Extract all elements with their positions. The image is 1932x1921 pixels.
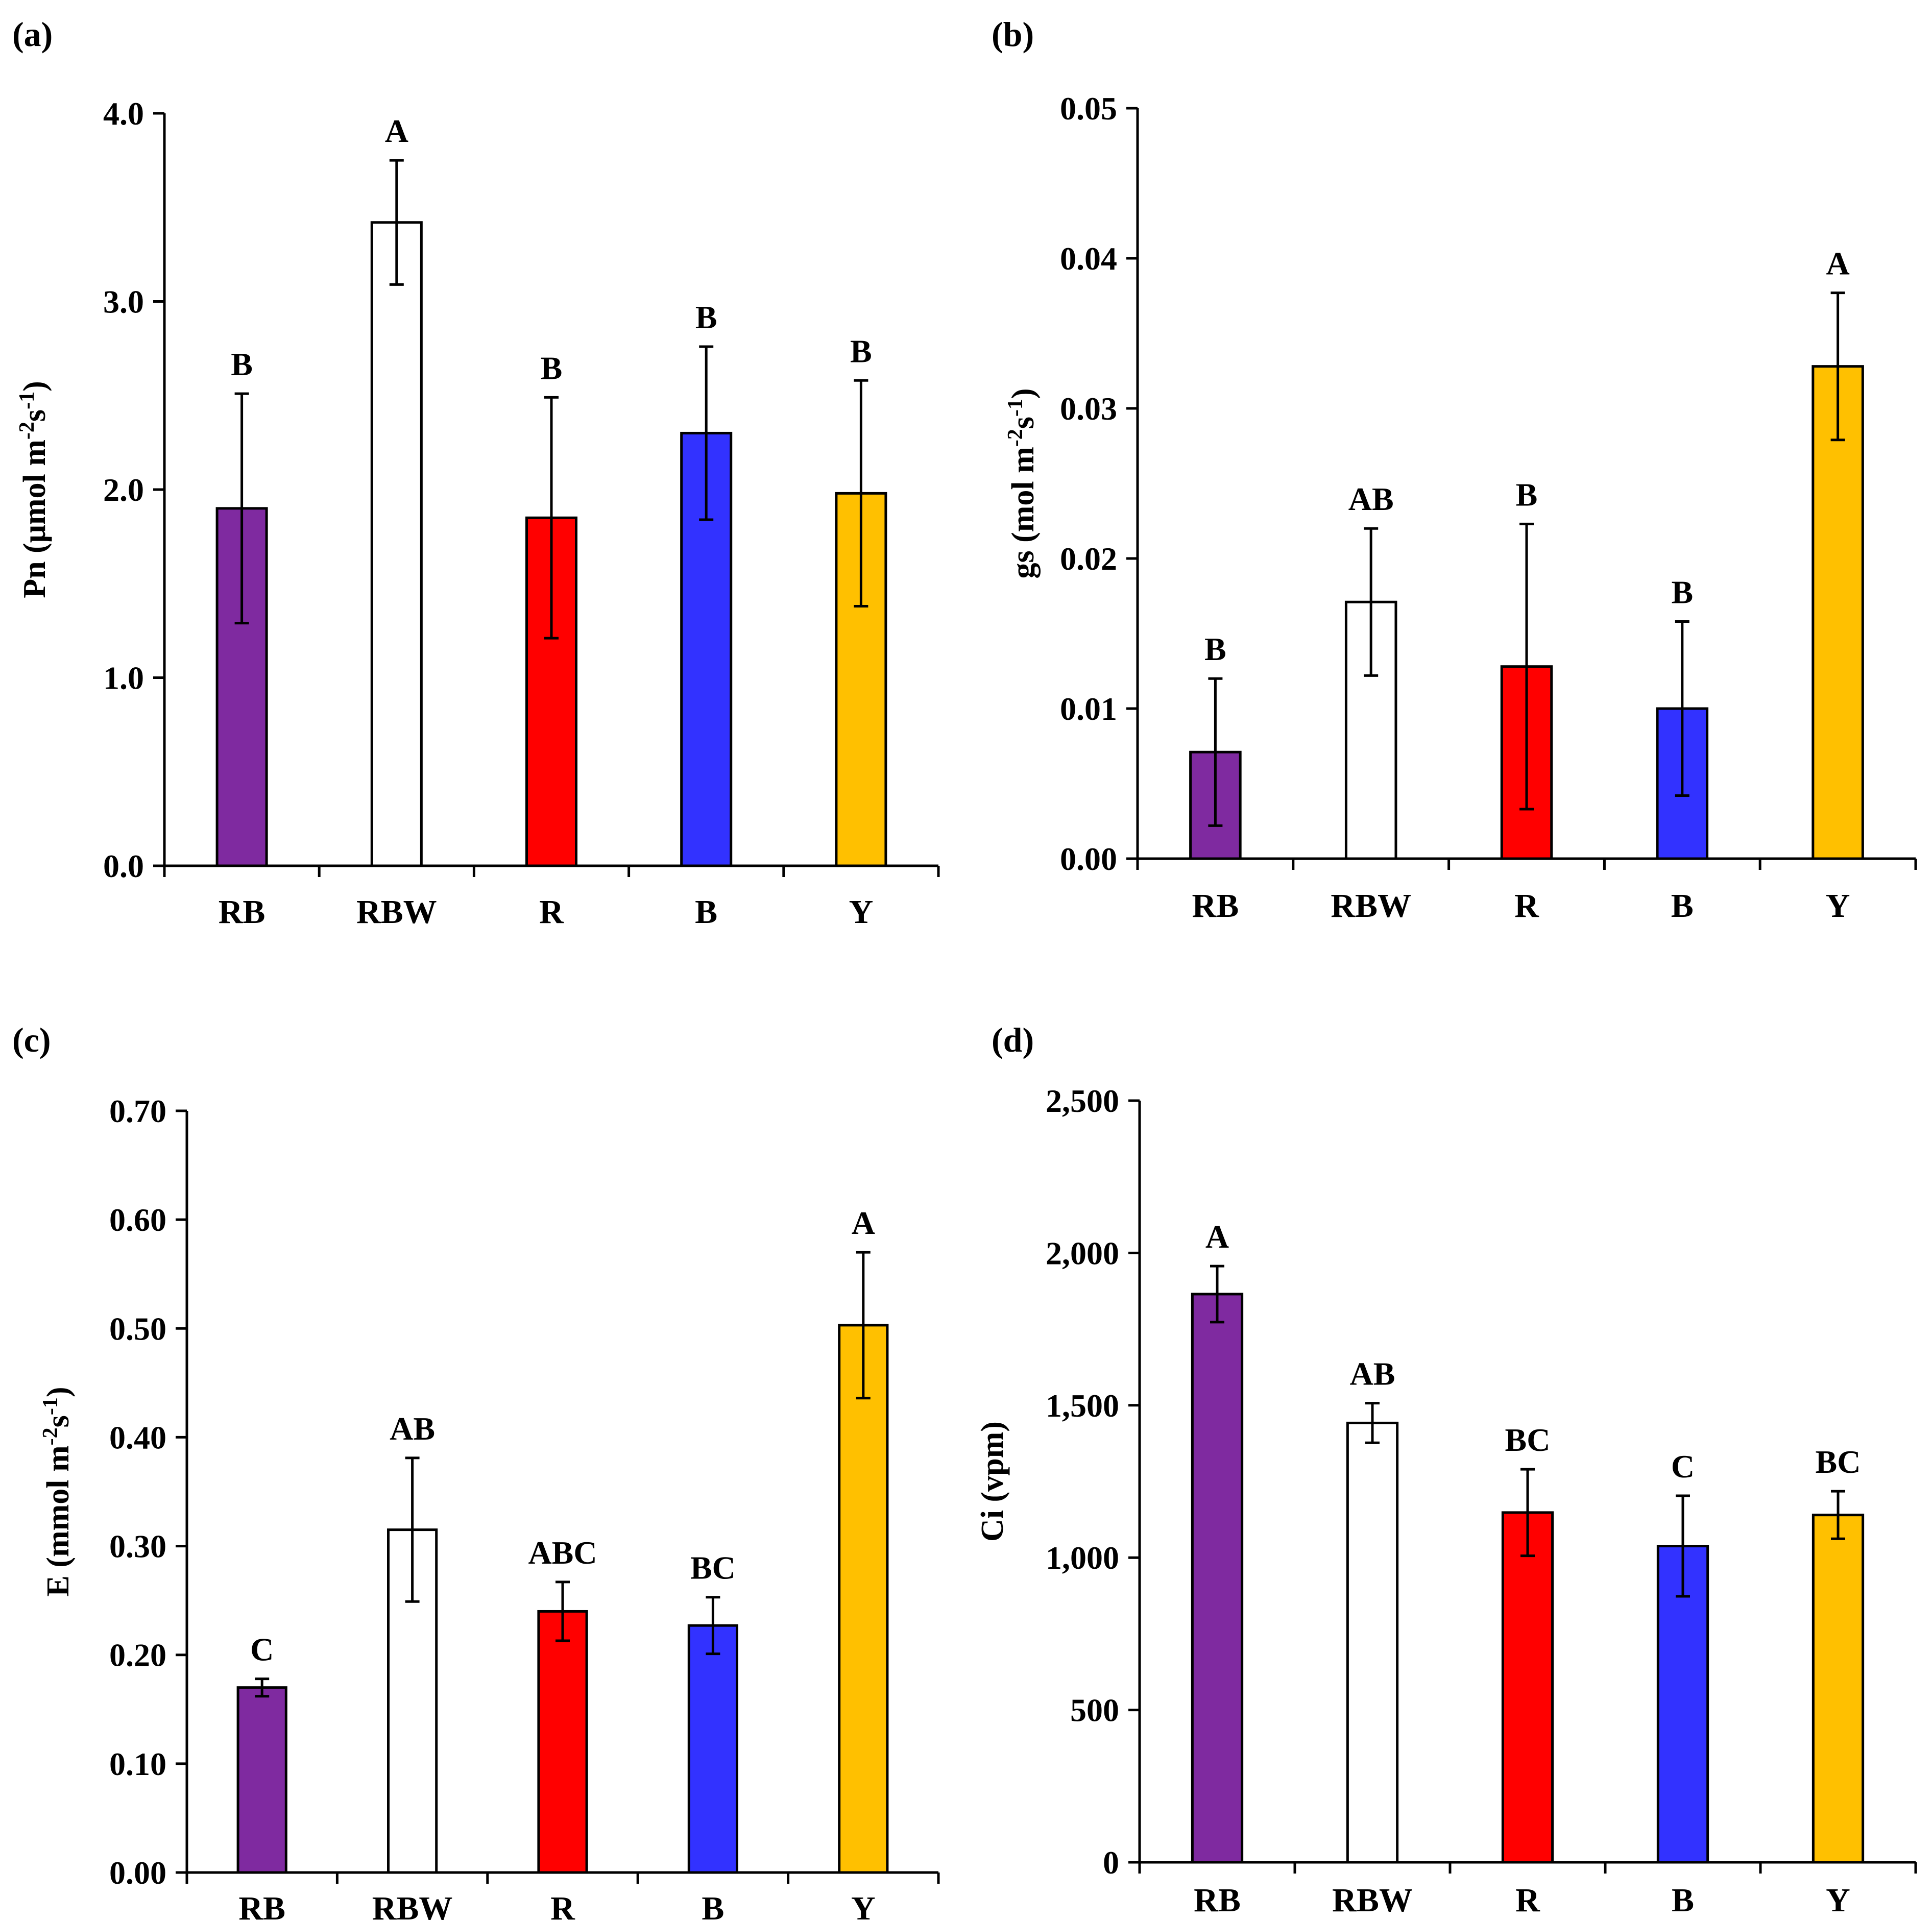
panel-label: (d)	[992, 1020, 1034, 1059]
y-tick-label: 0.02	[1060, 541, 1117, 577]
bar-b	[687, 1624, 739, 1874]
significance-letter: B	[1516, 476, 1538, 513]
panel-label: (c)	[12, 1020, 51, 1059]
significance-letter: C	[250, 1632, 274, 1668]
y-tick-label: 1.0	[103, 660, 144, 696]
x-category-label: RB	[1192, 887, 1239, 925]
significance-letter: AB	[1350, 1356, 1395, 1392]
y-tick-label: 1,000	[1046, 1540, 1119, 1576]
y-tick-label: 1,500	[1046, 1388, 1119, 1424]
significance-letter: A	[1205, 1219, 1229, 1255]
significance-letter: AB	[1348, 481, 1394, 517]
panel-c: (c) E (mmol m-2s-1) 0.00 0.10 0.20 0.30 0.40 0.…	[12, 1020, 940, 1921]
x-category-label: Y	[851, 1890, 876, 1921]
y-tick-label: 0	[1103, 1844, 1119, 1881]
x-category-label: RB	[219, 893, 265, 931]
y-tick-label: 0.00	[109, 1855, 166, 1891]
y-tick-label: 500	[1070, 1692, 1119, 1729]
significance-letter: BC	[1816, 1444, 1861, 1480]
significance-letter: B	[695, 299, 717, 335]
x-category-label: RB	[238, 1890, 285, 1921]
bar-rbw	[370, 221, 423, 867]
significance-letter: BC	[1505, 1422, 1551, 1458]
x-category-label: Y	[1826, 887, 1850, 925]
significance-letter: ABC	[528, 1535, 597, 1571]
bar-y	[1812, 1514, 1865, 1864]
bar-b	[680, 431, 733, 867]
bar-y	[838, 1324, 889, 1874]
x-category-label: B	[1671, 887, 1694, 925]
y-tick-label: 0.70	[109, 1093, 166, 1129]
y-tick-label: 2,000	[1046, 1235, 1119, 1271]
x-category-label: R	[539, 893, 564, 931]
y-tick-label: 0.04	[1060, 240, 1117, 277]
y-tick-label: 0.50	[109, 1310, 166, 1347]
x-category-label: RBW	[1332, 1882, 1413, 1919]
x-category-label: R	[1515, 1882, 1540, 1919]
bar-r	[537, 1610, 588, 1874]
y-tick-label: 0.40	[109, 1419, 166, 1455]
y-tick-label: 0.30	[109, 1528, 166, 1565]
y-tick-label: 0.10	[109, 1746, 166, 1782]
bar-rb	[236, 1686, 287, 1874]
bar-r	[1501, 1511, 1554, 1864]
bar-y	[1812, 365, 1864, 860]
y-tick-label: 0.03	[1060, 391, 1117, 427]
y-tick-label: 2,500	[1046, 1083, 1119, 1119]
panel-b: (b) gs (mol m-2s-1) 0.00 0.01 0.02 0.03 0.04 0.…	[992, 15, 1917, 925]
significance-letter: A	[852, 1205, 875, 1241]
y-axis-title: E (mmol m-2s-1)	[39, 1387, 76, 1597]
bar-rbw	[1346, 1421, 1399, 1864]
significance-letter: B	[541, 350, 563, 386]
y-tick-label: 0.00	[1060, 841, 1117, 877]
x-category-label: Y	[849, 893, 874, 931]
panel-label: (b)	[992, 15, 1034, 54]
significance-letter: B	[231, 346, 253, 382]
y-tick-label: 0.60	[109, 1202, 166, 1238]
y-axis-title: Ci (vpm)	[975, 1421, 1010, 1542]
x-category-label: R	[1514, 887, 1539, 925]
x-category-label: B	[1672, 1882, 1694, 1919]
significance-letter: B	[1204, 631, 1226, 667]
y-axis-title: gs (mol m-2s-1)	[1004, 388, 1041, 578]
x-category-label: RB	[1194, 1882, 1241, 1919]
y-tick-label: 0.0	[103, 848, 144, 884]
x-category-label: RBW	[372, 1890, 453, 1921]
x-category-label: RBW	[1331, 887, 1411, 925]
y-tick-label: 3.0	[103, 284, 144, 320]
panel-label: (a)	[12, 15, 53, 54]
significance-letter: B	[850, 333, 872, 369]
x-category-label: RBW	[356, 893, 437, 931]
significance-letter: A	[385, 113, 408, 149]
bar-rb	[215, 507, 268, 867]
bar-rb	[1191, 1293, 1244, 1864]
x-category-label: B	[702, 1890, 724, 1921]
y-axis-title: Pn (μmol m-2s-1)	[15, 381, 52, 598]
y-tick-label: 4.0	[103, 95, 144, 132]
x-category-label: Y	[1826, 1882, 1850, 1919]
y-tick-label: 2.0	[103, 472, 144, 508]
y-tick-label: 0.20	[109, 1637, 166, 1673]
significance-letter: C	[1671, 1448, 1695, 1485]
significance-letter: B	[1671, 574, 1693, 610]
significance-letter: A	[1826, 246, 1849, 282]
significance-letter: AB	[390, 1411, 435, 1447]
y-tick-label: 0.05	[1060, 90, 1117, 127]
y-tick-label: 0.01	[1060, 691, 1117, 727]
significance-letter: BC	[690, 1550, 736, 1586]
panel-d: (d)Ci (vpm)05001,0001,5002,0002,500ARBAB…	[975, 1020, 1917, 1919]
x-category-label: B	[695, 893, 717, 931]
x-category-label: R	[550, 1890, 575, 1921]
panel-a: (a)Pn (μmol m-2s-1)0.01.02.03.04.0BRBARB…	[12, 15, 940, 931]
